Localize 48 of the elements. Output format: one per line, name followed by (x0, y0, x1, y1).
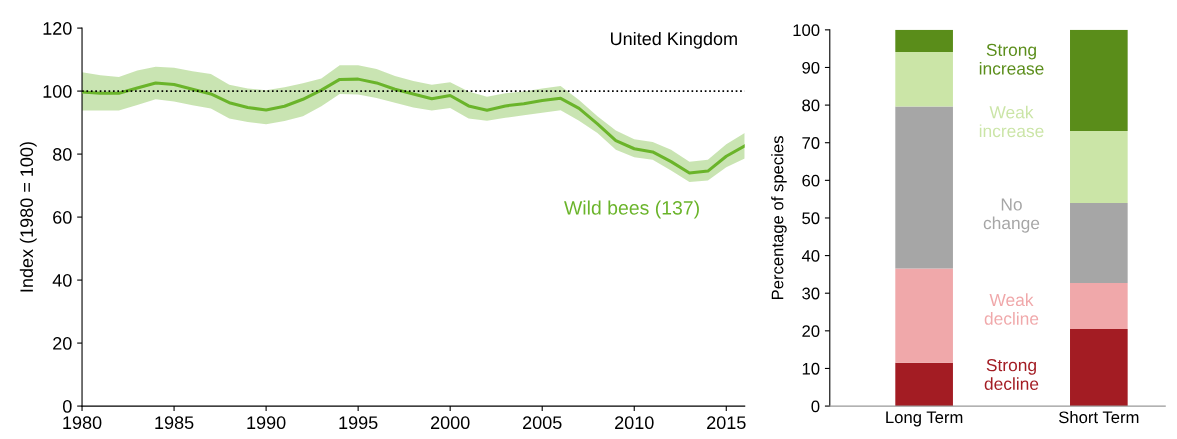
y-tick-label: 120 (43, 22, 72, 35)
x-tick-label: 2000 (431, 416, 470, 430)
series-label: No change (983, 198, 1040, 233)
y-tick-label: 50 (802, 212, 820, 225)
x-tick-label: 2005 (523, 416, 562, 430)
y-tick-label: 90 (802, 61, 820, 74)
bar (1070, 328, 1128, 407)
x-tick-label: 1985 (155, 416, 194, 430)
y-tick-label: 100 (43, 85, 72, 98)
x-tick-label: 1990 (247, 416, 286, 430)
series-label: Strong decline (984, 358, 1039, 390)
bar (895, 268, 953, 363)
y-tick-label: 20 (802, 325, 820, 338)
y-axis-title: Index (1980 = 100) (19, 142, 37, 292)
y-tick-label: 70 (802, 137, 820, 149)
bar (1070, 29, 1128, 132)
bar (1070, 131, 1128, 203)
x-tick-label: 2010 (615, 416, 654, 430)
bar (895, 29, 953, 53)
bar (895, 362, 953, 407)
y-tick-label: 20 (53, 337, 72, 350)
line-series (82, 77, 745, 175)
y-tick-label: 40 (801, 249, 820, 262)
bar (895, 106, 953, 269)
x-tick-label: Long Term (886, 411, 963, 427)
chart-title: United Kingdom (610, 31, 737, 49)
y-tick-label: 80 (53, 148, 72, 161)
y-tick-label: 0 (811, 400, 820, 413)
x-tick-label: 2015 (707, 416, 746, 430)
x-tick-label: Short Term (1059, 410, 1139, 424)
bar (1070, 283, 1128, 329)
y-tick-label: 100 (793, 24, 820, 37)
y-tick-label: 60 (53, 211, 72, 224)
y-tick-label: 10 (802, 362, 820, 375)
x-tick-label: 1980 (63, 416, 102, 430)
y-tick-label: 40 (52, 274, 72, 287)
series-label: Wild bees (137) (564, 200, 699, 219)
bar (1070, 202, 1128, 284)
y-tick-label: 60 (802, 174, 820, 187)
y-tick-label: 30 (802, 287, 820, 300)
series-label: Weak decline (984, 293, 1039, 325)
bar (895, 52, 953, 107)
x-tick-label: 1995 (339, 416, 378, 430)
series-label: Strong increase (979, 43, 1044, 75)
series-label: Weak increase (979, 105, 1044, 138)
y-tick-label: 80 (802, 99, 820, 112)
y-axis-title: Percentage of species (771, 136, 787, 300)
y-tick-label: 0 (62, 400, 72, 413)
